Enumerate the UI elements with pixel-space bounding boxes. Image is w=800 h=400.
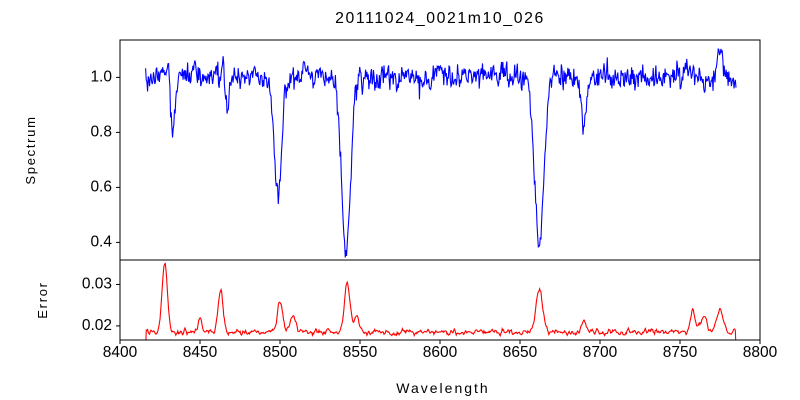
svg-text:0.4: 0.4 bbox=[90, 233, 112, 250]
svg-text:Error: Error bbox=[35, 281, 50, 318]
svg-text:8450: 8450 bbox=[183, 344, 218, 361]
svg-text:8550: 8550 bbox=[343, 344, 378, 361]
svg-text:8500: 8500 bbox=[263, 344, 298, 361]
svg-text:Wavelength: Wavelength bbox=[396, 380, 489, 396]
svg-text:8800: 8800 bbox=[743, 344, 778, 361]
svg-text:20111024_0021m10_026: 20111024_0021m10_026 bbox=[335, 10, 545, 27]
svg-text:0.03: 0.03 bbox=[82, 275, 112, 292]
svg-text:0.02: 0.02 bbox=[82, 317, 112, 334]
svg-text:0.6: 0.6 bbox=[90, 178, 112, 195]
svg-text:8400: 8400 bbox=[103, 344, 138, 361]
svg-text:1.0: 1.0 bbox=[90, 68, 112, 85]
svg-text:Spectrum: Spectrum bbox=[23, 115, 38, 184]
svg-text:8750: 8750 bbox=[663, 344, 698, 361]
svg-text:0.8: 0.8 bbox=[90, 123, 112, 140]
svg-text:8700: 8700 bbox=[583, 344, 618, 361]
svg-text:8600: 8600 bbox=[423, 344, 458, 361]
svg-text:8650: 8650 bbox=[503, 344, 538, 361]
